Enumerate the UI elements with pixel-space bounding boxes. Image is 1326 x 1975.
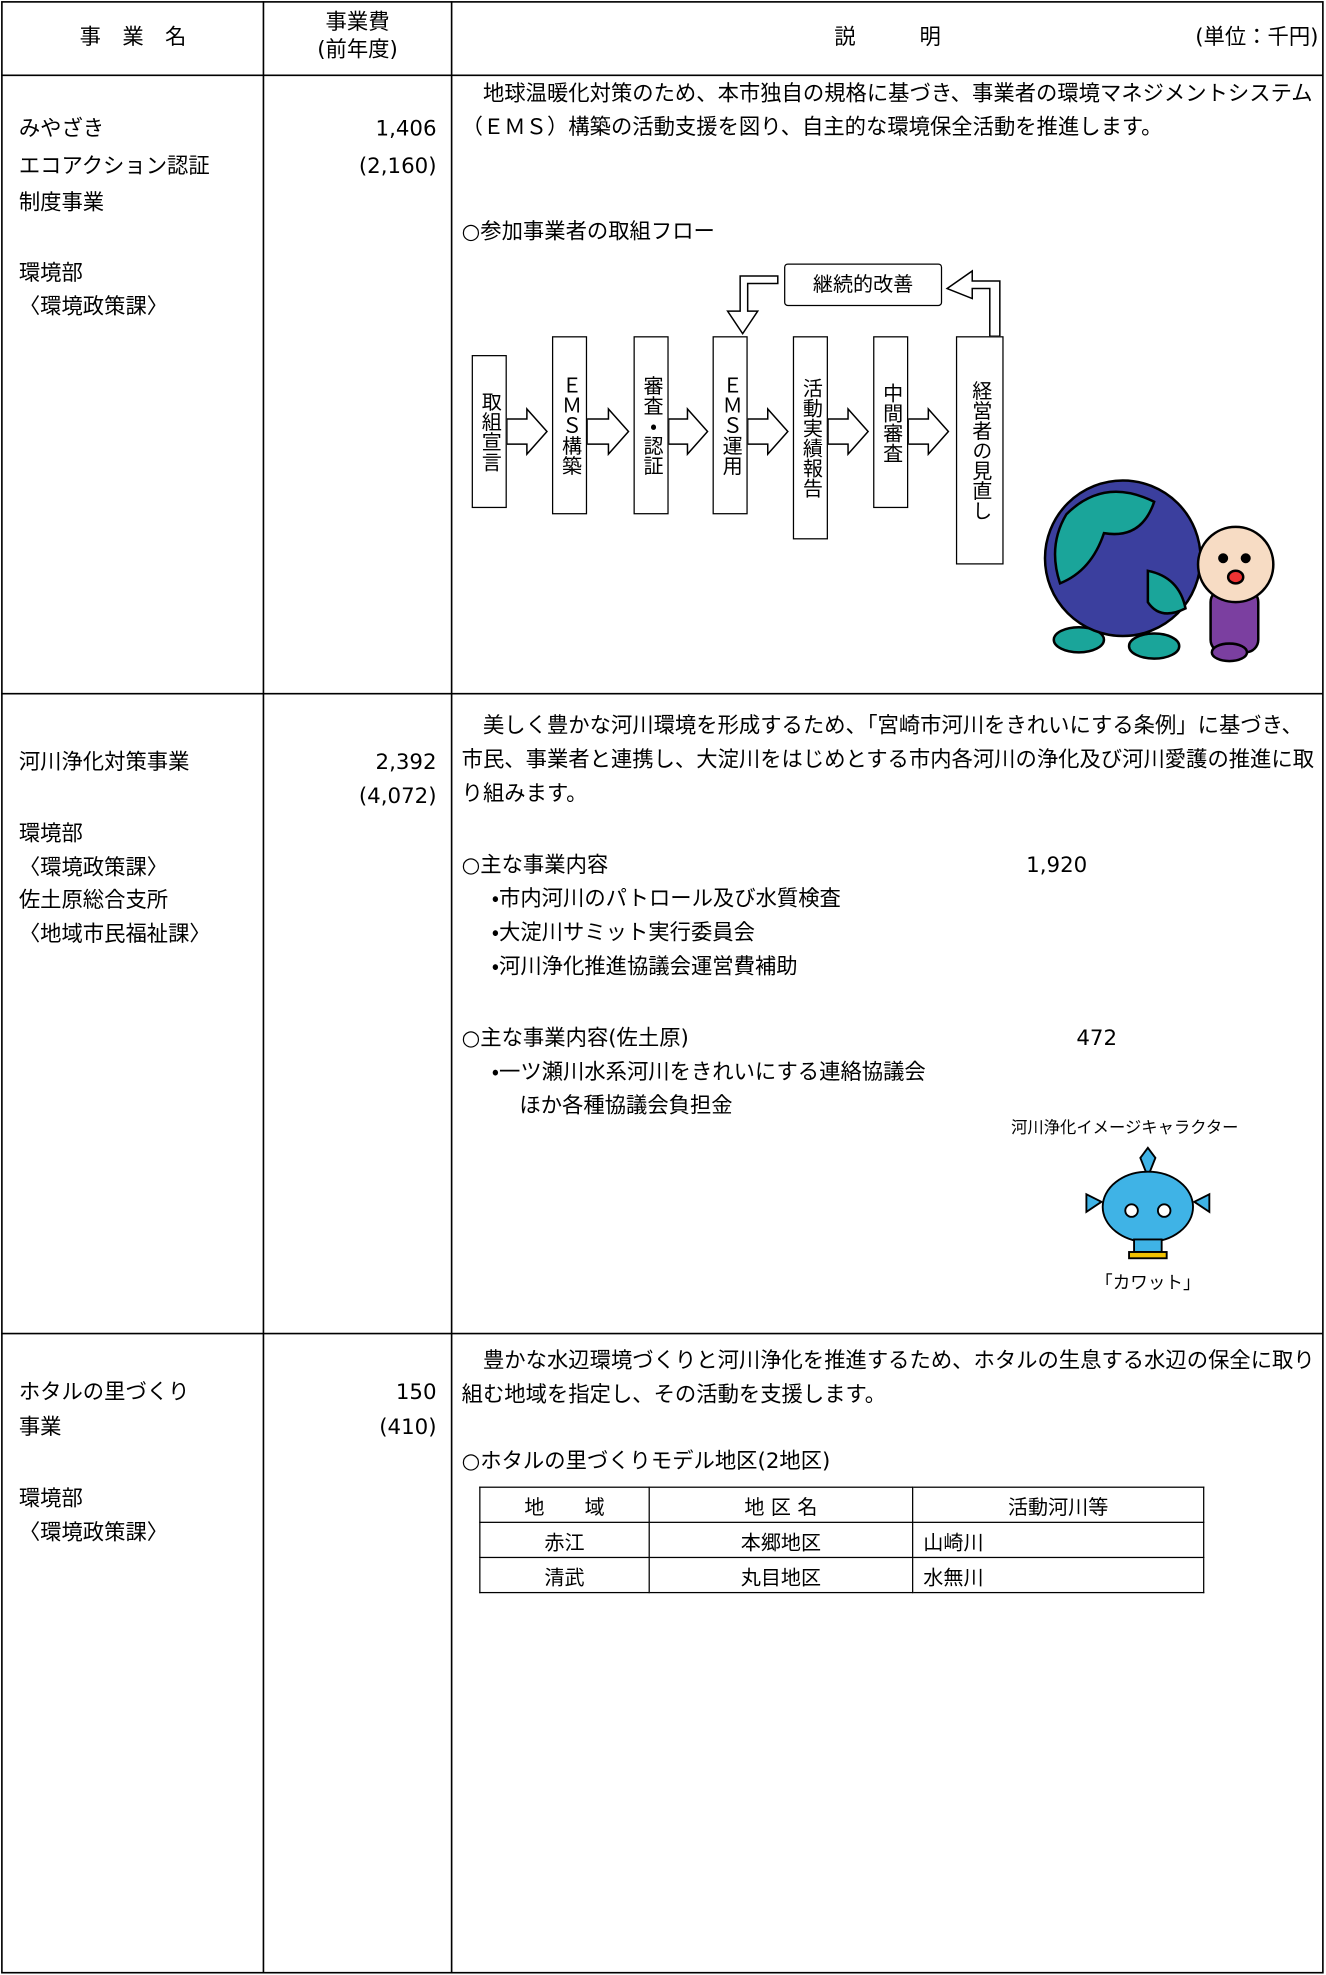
project-name: 制度事業 <box>18 190 105 216</box>
description: 美しく豊かな河川環境を形成するため、「宮崎市河川をきれいにする条例」に基づき、市… <box>461 713 1315 807</box>
header-unit: (単位：千円) <box>1195 25 1319 51</box>
item-bullet: ・大淀川サミット実行委員会 <box>491 920 755 946</box>
description: 地球温暖化対策のため、本市独自の規格に基づき、事業者の環境マネジメントシステム（… <box>461 81 1313 141</box>
item-amount: 1,920 <box>1026 853 1088 879</box>
header-cost: 事業費 <box>325 10 390 36</box>
subheading: ○ホタルの里づくりモデル地区(2地区) <box>461 1448 831 1475</box>
item-heading: ○主な事業内容(佐土原) <box>461 1026 689 1052</box>
flow-arrows <box>506 269 1001 457</box>
table-cell: 本郷地区 <box>648 1521 914 1559</box>
project-name: みやざき <box>18 116 105 142</box>
description: 豊かな水辺環境づくりと河川浄化を推進するため、ホタルの生息する水辺の保全に取り組… <box>461 1348 1315 1408</box>
character-caption: 河川浄化イメージキャラクター <box>1011 1119 1239 1138</box>
flow-step: ＥＭＳ構築 <box>551 336 588 515</box>
department: 環境部 <box>18 260 83 287</box>
header-cost-sub: (前年度) <box>317 37 398 63</box>
header-description: 説 明 <box>834 25 941 51</box>
item-heading: ○主な事業内容 <box>461 853 609 879</box>
project-name: ホタルの里づくり <box>18 1379 190 1406</box>
flow-loop: 継続的改善 <box>784 263 943 307</box>
district-row: 清武 丸目地区 水無川 <box>479 1556 1205 1594</box>
district-header: 地 域 地 区 名 活動河川等 <box>479 1486 1205 1523</box>
item-bullet: ・一ツ瀬川水系河川をきれいにする連絡協議会 <box>491 1060 926 1086</box>
flow-step: 取組宣言 <box>471 355 507 509</box>
cost: 2,392 <box>375 750 437 776</box>
project-name: 河川浄化対策事業 <box>18 750 190 776</box>
flow-step: 活動実績報告 <box>792 336 828 540</box>
item-bullet: ・市内河川のパトロール及び水質検査 <box>491 886 841 913</box>
district-table: 地 域 地 区 名 活動河川等 赤江 本郷地区 山崎川 清武 丸目地区 水無川 <box>479 1486 1205 1594</box>
department: 環境部 <box>18 1486 83 1512</box>
flow-step: ＥＭＳ運用 <box>712 336 748 515</box>
eco-illustration <box>1043 479 1275 663</box>
flow-step: 審査・認証 <box>633 336 669 515</box>
project-name: エコアクション認証 <box>18 154 210 180</box>
table-header: 地 域 <box>479 1486 650 1523</box>
table-cell: 丸目地区 <box>648 1556 914 1594</box>
table-cell: 清武 <box>479 1556 650 1594</box>
character-name: 「カワット」 <box>1095 1273 1201 1294</box>
flow-step: 中間審査 <box>873 336 909 509</box>
item-bullet: ほか各種協議会負担金 <box>519 1093 733 1120</box>
department: 〈地域市民福祉課〉 <box>18 922 211 948</box>
department: 〈環境政策課〉 <box>18 294 169 320</box>
cost: 150 <box>395 1379 437 1406</box>
previous-cost: (2,160) <box>358 154 437 180</box>
subheading: ○参加事業者の取組フロー <box>461 219 715 245</box>
department: 〈環境政策課〉 <box>18 1520 169 1546</box>
department: 環境部 <box>18 821 83 847</box>
item-amount: 472 <box>1076 1026 1118 1052</box>
cost: 1,406 <box>375 116 437 142</box>
table-cell: 水無川 <box>912 1556 1205 1594</box>
district-row: 赤江 本郷地区 山崎川 <box>479 1521 1205 1559</box>
previous-cost: (4,072) <box>358 784 437 810</box>
kawatto-illustration <box>1085 1146 1211 1260</box>
table-header: 活動河川等 <box>912 1486 1205 1523</box>
previous-cost: (410) <box>379 1415 437 1441</box>
table-cell: 赤江 <box>479 1521 650 1559</box>
department: 佐土原総合支所 <box>18 888 169 914</box>
department: 〈環境政策課〉 <box>18 855 169 881</box>
flow-step: 経営者の見直し <box>955 336 1004 565</box>
header-name: 事 業 名 <box>79 25 187 51</box>
item-bullet: ・河川浄化推進協議会運営費補助 <box>491 954 798 980</box>
project-name: 事業 <box>18 1415 62 1441</box>
table-header: 地 区 名 <box>648 1486 914 1523</box>
table-cell: 山崎川 <box>912 1521 1205 1559</box>
